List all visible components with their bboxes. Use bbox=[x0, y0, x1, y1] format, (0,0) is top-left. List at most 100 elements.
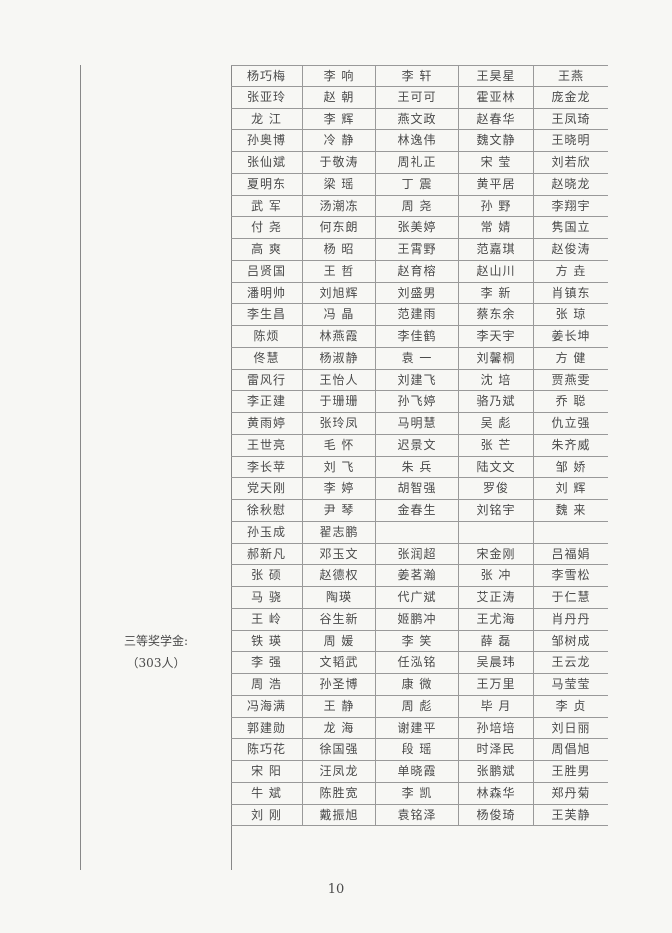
name-cell: 冯 晶 bbox=[303, 304, 376, 325]
name-cell: 代广斌 bbox=[376, 587, 459, 608]
name-cell: 薛 磊 bbox=[459, 630, 534, 652]
name-cell: 王 静 bbox=[303, 695, 376, 717]
name-cell: 孙圣博 bbox=[303, 674, 376, 695]
name-cell: 李雪松 bbox=[551, 568, 591, 583]
name-cell: 单晓霞 bbox=[376, 761, 459, 782]
name-cell: 陈烦 bbox=[231, 326, 303, 347]
name-cell: 李 凯 bbox=[376, 782, 459, 804]
name-cell: 艾正涛 bbox=[459, 587, 534, 608]
name-cell: 蔡东余 bbox=[459, 304, 534, 325]
name-cell: 刘 飞 bbox=[303, 456, 376, 478]
name-cell: 方 垚 bbox=[555, 263, 587, 278]
name-cell: 潘明帅 bbox=[231, 282, 303, 304]
name-cell: 刘日丽 bbox=[551, 720, 591, 735]
name-cell: 张润超 bbox=[376, 543, 459, 565]
name-cell: 王昊星 bbox=[459, 66, 534, 86]
name-table: 三等奖学金: （303人） 杨巧梅李 响李 轩王昊星 王燕 张亚玲赵 朝王可可 霍亚林… bbox=[80, 65, 608, 870]
name-cell: 姜茗瀚 bbox=[376, 565, 459, 586]
name-cell: 赵俊涛 bbox=[551, 242, 591, 256]
name-cell bbox=[376, 521, 459, 543]
name-cell: 吕福娟 bbox=[551, 546, 591, 561]
name-cell: 周 浩 bbox=[231, 674, 303, 695]
name-cell: 周礼正 bbox=[376, 152, 459, 173]
name-cell: 迟景文 bbox=[376, 434, 459, 456]
name-cell: 李正建 bbox=[231, 391, 303, 412]
table-row: 孙奥博冷 静林逸伟 魏文静 王晓明 bbox=[231, 130, 608, 152]
section-label: 三等奖学金: bbox=[123, 634, 189, 648]
name-cell: 赵春华 bbox=[459, 108, 534, 130]
name-cell: 肖镇东 bbox=[551, 285, 591, 300]
name-cell: 林燕霞 bbox=[303, 326, 376, 347]
table-row: 郝新凡 邓玉文 张润超 宋金刚 吕福娟 bbox=[231, 543, 608, 566]
table-row: 马 骁陶瑛 代广斌 艾正涛 于仁慧 bbox=[231, 587, 608, 609]
name-cell: 王晓明 bbox=[551, 133, 591, 148]
name-cell: 燕文政 bbox=[376, 108, 459, 130]
name-cell: 王胜男 bbox=[551, 764, 591, 778]
name-cell: 赵山川 bbox=[459, 260, 534, 282]
table-row: 徐秋慰尹 琴金春生 刘铭宇 魏 来 bbox=[231, 500, 608, 522]
name-cell: 王云龙 bbox=[551, 655, 591, 670]
name-cell: 张 琼 bbox=[555, 307, 587, 322]
name-cell: 何东朗 bbox=[303, 217, 376, 238]
name-cell: 牛 斌 bbox=[231, 782, 303, 804]
name-cell: 张美婷 bbox=[376, 217, 459, 238]
name-cell: 段 瑶 bbox=[376, 739, 459, 760]
name-cell: 姜长坤 bbox=[551, 329, 591, 343]
name-cell: 马明慧 bbox=[376, 413, 459, 434]
name-cell: 李 笑 bbox=[376, 630, 459, 652]
table-row: 李正建 于珊珊 孙飞婷 骆乃斌 乔 聪 bbox=[231, 391, 608, 413]
name-cell: 李 新 bbox=[459, 282, 534, 304]
name-cell: 罗俊 bbox=[459, 478, 534, 499]
table-row: 党天刚李 婷胡智强 罗俊 刘 辉 bbox=[231, 478, 608, 500]
name-cell: 孙玉成 bbox=[231, 521, 303, 543]
name-cell: 汤潮冻 bbox=[303, 195, 376, 217]
name-cell: 龙 海 bbox=[303, 717, 376, 739]
name-cell: 龙 江 bbox=[231, 108, 303, 130]
name-cell: 李佳鹤 bbox=[376, 326, 459, 347]
name-cell: 周倡旭 bbox=[551, 742, 591, 757]
name-cell: 常 婧 bbox=[459, 217, 534, 238]
name-cell: 张仙斌 bbox=[231, 152, 303, 173]
name-cell: 庞金龙 bbox=[551, 89, 591, 104]
table-row: 李长苹刘 飞朱 兵陆文文 邹 娇 bbox=[231, 456, 608, 479]
name-cell: 尹 琴 bbox=[303, 500, 376, 521]
name-cell: 杨淑静 bbox=[303, 347, 376, 369]
name-cell: 魏文静 bbox=[459, 130, 534, 151]
name-cell: 陈胜宽 bbox=[303, 782, 376, 804]
name-cell: 沈 培 bbox=[459, 369, 534, 391]
name-cell: 翟志鹏 bbox=[303, 521, 376, 543]
name-cell: 汪凤龙 bbox=[303, 761, 376, 782]
name-cell: 吴晨玮 bbox=[459, 652, 534, 673]
name-cell: 隽国立 bbox=[551, 220, 591, 235]
name-cell: 毛 怀 bbox=[303, 434, 376, 456]
name-cell: 任泓铭 bbox=[376, 652, 459, 673]
name-cell: 王霄野 bbox=[376, 239, 459, 260]
table-row: 黄雨婷 张玲凤 马明慧吴 彪 仇立强 bbox=[231, 413, 608, 435]
name-cell: 康 微 bbox=[376, 674, 459, 695]
name-cell: 刘 刚 bbox=[231, 804, 303, 826]
table-row: 夏明东梁 瑶丁 震黄平居 赵晓龙 bbox=[231, 173, 608, 196]
name-cell: 周 媛 bbox=[303, 630, 376, 652]
table-row: 王世亮毛 怀迟景文张 芒 朱齐威 bbox=[231, 434, 608, 457]
name-cell: 林森华 bbox=[459, 782, 534, 804]
name-cell: 陈巧花 bbox=[231, 739, 303, 760]
name-cell: 贾燕雯 bbox=[551, 372, 591, 387]
table-row: 武 军汤潮冻周 尧孙 野 李翔宇 bbox=[231, 195, 608, 218]
name-cell: 张 冲 bbox=[459, 565, 534, 586]
table-row: 龙 江李 辉燕文政 赵春华 王凤琦 bbox=[231, 108, 608, 131]
name-cell: 王尤海 bbox=[459, 608, 534, 630]
name-cell: 王万里 bbox=[459, 674, 534, 695]
name-cell: 王燕 bbox=[557, 69, 584, 83]
table-row: 杨巧梅李 响李 轩王昊星 王燕 bbox=[231, 65, 608, 87]
name-cell: 戴振旭 bbox=[303, 804, 376, 826]
table-row: 佟慧 杨淑静袁 一刘馨桐 方 健 bbox=[231, 347, 608, 370]
name-cell: 黄平居 bbox=[459, 173, 534, 195]
name-cell: 孙奥博 bbox=[231, 130, 303, 151]
name-cell: 王可可 bbox=[376, 86, 459, 108]
name-cell: 梁 瑶 bbox=[303, 173, 376, 195]
name-cell: 丁 震 bbox=[376, 173, 459, 195]
name-cell: 夏明东 bbox=[231, 173, 303, 195]
name-cell: 郭建勋 bbox=[231, 717, 303, 739]
name-cell: 刘盛男 bbox=[376, 282, 459, 304]
name-cell: 王凤琦 bbox=[551, 111, 591, 126]
